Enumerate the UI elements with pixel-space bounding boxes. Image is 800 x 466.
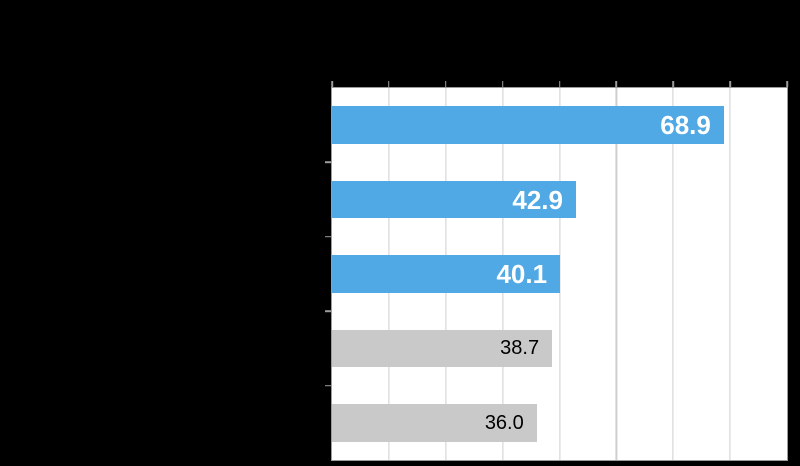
- x-axis-tick-layer: [331, 80, 788, 460]
- y-axis-tick: [325, 384, 331, 387]
- x-axis-tick: [615, 80, 618, 87]
- gridline: [615, 88, 617, 460]
- bar-value-label: 40.1: [496, 258, 548, 289]
- x-axis-tick: [388, 80, 390, 87]
- bar-value-label: 36.0: [484, 411, 524, 434]
- plot-area: 68.9 42.9 40.1 38.7 36.0: [325, 80, 788, 461]
- bar: 38.7: [332, 329, 553, 368]
- gridline: [672, 88, 674, 460]
- bar: 40.1: [332, 255, 561, 293]
- x-axis-tick: [444, 80, 447, 87]
- gridline: [729, 88, 731, 460]
- bar: 36.0: [332, 404, 537, 442]
- x-axis-tick: [501, 80, 504, 87]
- bar-series: 68.9 42.9 40.1 38.7 36.0: [332, 88, 787, 460]
- y-axis-tick: [325, 310, 331, 312]
- y-axis-tick: [325, 161, 331, 164]
- bar-value-label: 68.9: [660, 110, 711, 141]
- bar: 42.9: [332, 180, 576, 219]
- x-axis-tick: [729, 80, 731, 87]
- bar: 68.9: [332, 106, 724, 144]
- x-axis-tick: [558, 80, 561, 87]
- y-axis-tick: [325, 236, 331, 238]
- x-axis-tick: [672, 80, 675, 87]
- bar-value-label: 42.9: [512, 184, 563, 215]
- x-axis-tick: [331, 80, 333, 87]
- x-axis-tick: [786, 80, 788, 87]
- bar-value-label: 38.7: [500, 337, 540, 360]
- y-axis-tick-layer: [325, 88, 787, 460]
